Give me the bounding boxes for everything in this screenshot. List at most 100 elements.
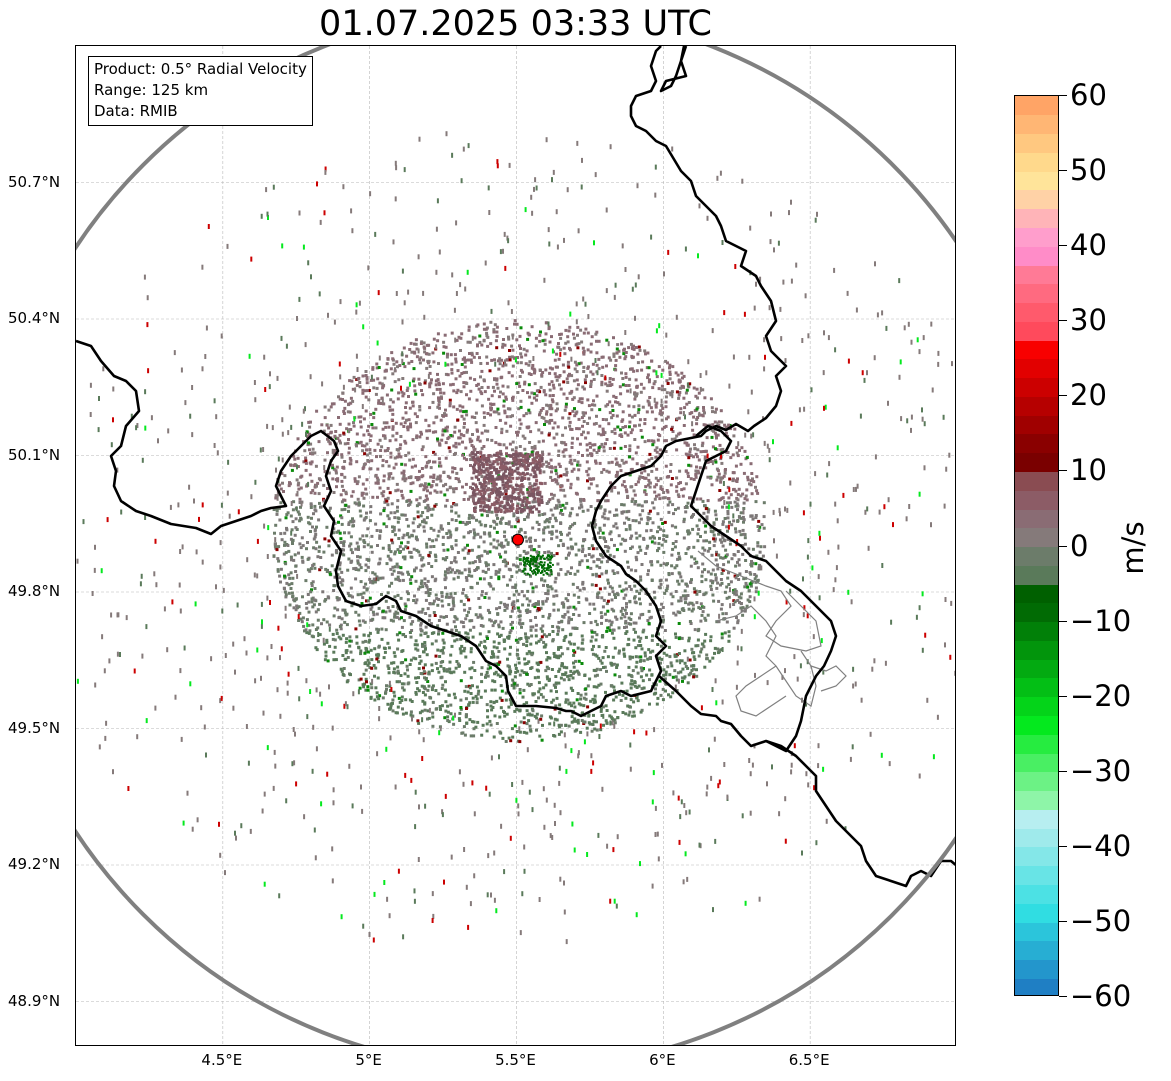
- latitude-tick-label: 50.7°N: [8, 172, 61, 191]
- colorbar-segment: [1015, 189, 1058, 210]
- admin-boundary: [735, 665, 787, 717]
- longitude-tick-label: 4.5°E: [201, 1051, 243, 1069]
- colorbar-segment: [1015, 471, 1058, 491]
- colorbar-segment: [1015, 752, 1058, 773]
- longitude-tick-label: 5°E: [355, 1051, 382, 1069]
- colorbar-segment: [1015, 621, 1058, 641]
- radar-map-canvas[interactable]: [76, 46, 956, 1046]
- colorbar-tick-label: −60: [1070, 979, 1132, 1013]
- colorbar-segment: [1015, 302, 1058, 322]
- radar-map[interactable]: [75, 45, 956, 1046]
- colorbar-segment: [1015, 828, 1058, 848]
- colorbar-segment: [1015, 959, 1058, 979]
- colorbar-segment: [1015, 771, 1058, 792]
- radar-echoes: [76, 131, 955, 945]
- info-range: Range: 125 km: [94, 81, 209, 99]
- colorbar-tick-mark: [1059, 770, 1067, 772]
- colorbar-segment: [1015, 264, 1058, 285]
- colorbar-tick-label: 40: [1070, 228, 1107, 263]
- radar-site-marker[interactable]: [511, 533, 524, 546]
- colorbar-segment: [1015, 734, 1058, 754]
- latitude-tick-label: 49.8°N: [8, 582, 61, 600]
- colorbar-segment: [1015, 171, 1058, 191]
- longitude-tick-label: 5.5°E: [495, 1051, 536, 1069]
- colorbar-tick-mark: [1059, 245, 1067, 247]
- colorbar-tick-mark: [1059, 320, 1067, 322]
- colorbar-segment: [1015, 133, 1058, 153]
- colorbar-segment: [1015, 659, 1058, 679]
- info-product: Product: 0.5° Radial Velocity: [94, 60, 307, 78]
- colorbar-segment: [1015, 809, 1058, 829]
- colorbar-segment: [1015, 903, 1058, 923]
- colorbar-segment: [1015, 208, 1058, 228]
- colorbar-segment: [1015, 677, 1058, 698]
- latitude-tick-label: 48.9°N: [8, 991, 61, 1010]
- colorbar-segment: [1015, 377, 1058, 397]
- colorbar-tick-label: 60: [1070, 78, 1107, 112]
- colorbar-tick-label: −10: [1070, 603, 1132, 638]
- colorbar-segment: [1015, 546, 1058, 566]
- country-border: [659, 46, 688, 93]
- admin-boundaries: [697, 550, 847, 717]
- colorbar-segment: [1015, 152, 1058, 172]
- colorbar-tick-mark: [1059, 545, 1067, 547]
- colorbar: [1014, 95, 1059, 996]
- colorbar-segment: [1015, 715, 1058, 735]
- colorbar-segment: [1015, 452, 1058, 472]
- country-border: [76, 46, 788, 718]
- colorbar-segment: [1015, 508, 1058, 529]
- colorbar-tick-mark: [1059, 996, 1067, 997]
- country-borders: [76, 46, 955, 888]
- colorbar-segment: [1015, 227, 1058, 247]
- colorbar-segment: [1015, 321, 1058, 341]
- country-border: [658, 675, 955, 888]
- map-title: 01.07.2025 03:33 UTC: [319, 4, 712, 44]
- colorbar-tick-mark: [1059, 620, 1067, 622]
- colorbar-tick-mark: [1059, 695, 1067, 697]
- colorbar-segment: [1015, 340, 1058, 360]
- colorbar-tick-label: 20: [1070, 378, 1107, 413]
- colorbar-tick-mark: [1059, 920, 1067, 922]
- info-box: Product: 0.5° Radial Velocity Range: 125…: [88, 56, 313, 126]
- colorbar-segment: [1015, 978, 1058, 995]
- latitude-tick-label: 49.2°N: [8, 855, 61, 873]
- colorbar-segment: [1015, 696, 1058, 717]
- colorbar-segment: [1015, 358, 1058, 379]
- colorbar-tick-mark: [1059, 470, 1067, 472]
- colorbar-segment: [1015, 490, 1058, 510]
- colorbar-tick-label: −40: [1070, 828, 1132, 863]
- colorbar-tick-label: 30: [1070, 303, 1107, 338]
- colorbar-segment: [1015, 246, 1058, 266]
- colorbar-tick-label: −50: [1070, 903, 1132, 938]
- colorbar-segment: [1015, 433, 1058, 454]
- admin-boundary: [715, 605, 817, 707]
- latitude-tick-label: 50.1°N: [8, 445, 61, 464]
- colorbar-segment: [1015, 921, 1058, 942]
- colorbar-tick-label: 50: [1070, 153, 1107, 188]
- colorbar-tick-label: −30: [1070, 753, 1132, 788]
- latitude-tick-label: 49.5°N: [8, 718, 61, 737]
- colorbar-segment: [1015, 940, 1058, 961]
- colorbar-segment: [1015, 96, 1058, 116]
- colorbar-segment: [1015, 602, 1058, 623]
- colorbar-tick-mark: [1059, 170, 1067, 172]
- latitude-tick-label: 50.4°N: [8, 309, 61, 327]
- colorbar-segment: [1015, 565, 1058, 585]
- colorbar-unit: m/s: [1116, 521, 1150, 575]
- colorbar-tick-mark: [1059, 395, 1067, 397]
- info-data: Data: RMIB: [94, 102, 178, 120]
- colorbar-segment: [1015, 114, 1058, 135]
- colorbar-segment: [1015, 415, 1058, 435]
- colorbar-segment: [1015, 527, 1058, 548]
- colorbar-segment: [1015, 283, 1058, 304]
- colorbar-segment: [1015, 865, 1058, 885]
- colorbar-tick-mark: [1059, 95, 1067, 96]
- country-border: [689, 424, 838, 753]
- colorbar-segment: [1015, 584, 1058, 604]
- colorbar-tick-label: 0: [1070, 528, 1089, 563]
- colorbar-tick-label: 10: [1070, 453, 1107, 488]
- colorbar-segment: [1015, 640, 1058, 660]
- colorbar-segment: [1015, 884, 1058, 904]
- longitude-tick-label: 6.5°E: [788, 1051, 830, 1069]
- colorbar-segment: [1015, 790, 1058, 810]
